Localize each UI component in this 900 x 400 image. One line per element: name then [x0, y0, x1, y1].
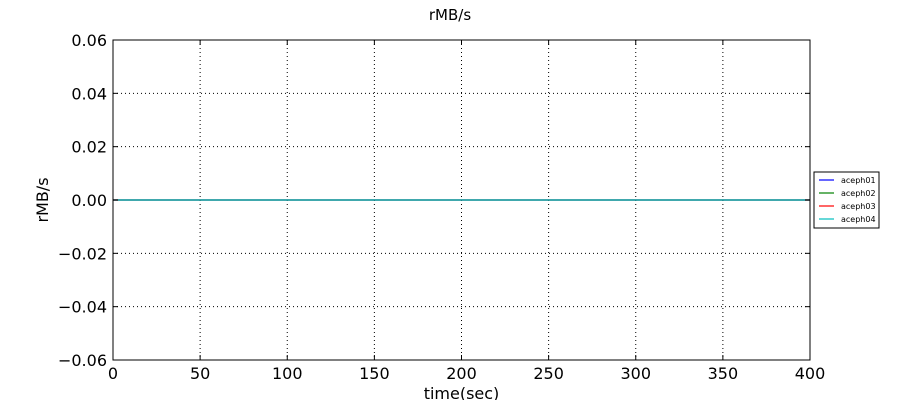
x-tick-label: 250 [533, 364, 564, 383]
x-tick-label: 400 [795, 364, 826, 383]
chart-title: rMB/s [429, 6, 471, 24]
legend-label: aceph01 [841, 176, 876, 185]
x-tick-label: 50 [190, 364, 210, 383]
y-tick-label: −0.04 [58, 298, 107, 317]
legend: aceph01 aceph02 aceph03 aceph04 [813, 171, 880, 229]
y-tick-label: 0.04 [71, 84, 107, 103]
x-tick-label: 300 [620, 364, 651, 383]
x-tick-label: 200 [446, 364, 477, 383]
y-tick-label: 0.00 [71, 191, 107, 210]
x-tick-label: 100 [272, 364, 303, 383]
legend-label: aceph03 [841, 202, 876, 211]
y-tick-label: −0.02 [58, 244, 107, 263]
y-tick-label: −0.06 [58, 351, 107, 370]
legend-label: aceph02 [841, 189, 876, 198]
x-tick-label: 150 [359, 364, 390, 383]
y-tick-label: 0.06 [71, 31, 107, 50]
x-tick-label: 350 [708, 364, 739, 383]
ticks: 0 50 100 150 200 250 300 350 400 −0.06 −0.04 −0.02 0… [58, 31, 825, 383]
legend-label: aceph04 [841, 215, 876, 224]
y-axis-label: rMB/s [33, 177, 52, 222]
x-tick-label: 0 [108, 364, 118, 383]
x-axis-label: time(sec) [424, 384, 500, 400]
y-tick-label: 0.02 [71, 138, 107, 157]
